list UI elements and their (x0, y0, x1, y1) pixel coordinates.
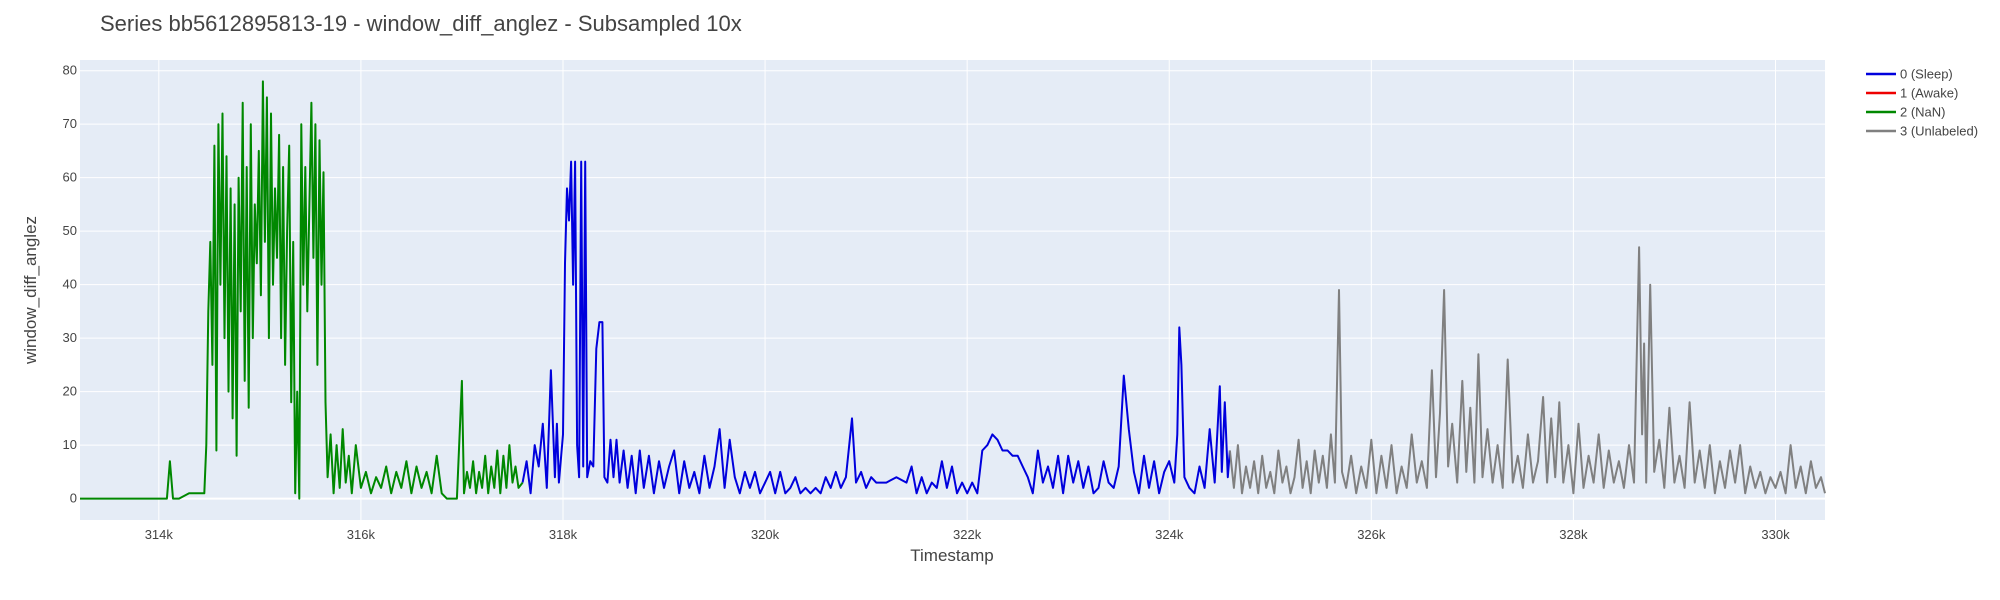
series-layer (80, 80, 1826, 500)
x-tick-label: 320k (751, 527, 780, 542)
y-tick-label: 20 (63, 384, 77, 399)
x-tick-label: 316k (347, 527, 376, 542)
x-tick-label: 318k (549, 527, 578, 542)
x-tick-label: 324k (1155, 527, 1184, 542)
x-axis-title: Timestamp (910, 546, 993, 565)
y-tick-label: 30 (63, 330, 77, 345)
x-axis: 314k 316k 318k 320k 322k 324k 326k 328k 330k (145, 527, 1790, 542)
y-tick-label: 0 (70, 491, 77, 506)
x-tick-label: 322k (953, 527, 982, 542)
plot-area (80, 60, 1825, 520)
series-line-3-unlabeled (1228, 246, 1826, 495)
legend[interactable]: 0 (Sleep) 1 (Awake) 2 (NaN) 3 (Unlabeled) (1866, 67, 1978, 139)
y-axis: 0 10 20 30 40 50 60 70 80 (63, 63, 77, 506)
y-tick-label: 50 (63, 223, 77, 238)
y-tick-label: 60 (63, 170, 77, 185)
y-tick-label: 40 (63, 277, 77, 292)
y-tick-label: 80 (63, 63, 77, 78)
y-axis-title: window_diff_anglez (21, 216, 40, 365)
legend-item[interactable]: 3 (Unlabeled) (1866, 124, 1978, 139)
x-tick-label: 326k (1357, 527, 1386, 542)
series-line-0-sleep (521, 160, 1231, 495)
x-tick-label: 328k (1559, 527, 1588, 542)
x-tick-label: 330k (1761, 527, 1790, 542)
grid-lines (80, 60, 1825, 520)
x-tick-label: 314k (145, 527, 174, 542)
series-line-2-nan (80, 80, 524, 500)
chart-title: Series bb5612895813-19 - window_diff_ang… (100, 11, 742, 36)
legend-label: 2 (NaN) (1900, 105, 1946, 120)
y-tick-label: 10 (63, 437, 77, 452)
legend-item[interactable]: 0 (Sleep) (1866, 67, 1953, 82)
legend-label: 0 (Sleep) (1900, 67, 1953, 82)
legend-item[interactable]: 2 (NaN) (1866, 105, 1946, 120)
legend-item[interactable]: 1 (Awake) (1866, 86, 1958, 101)
legend-label: 1 (Awake) (1900, 86, 1958, 101)
legend-label: 3 (Unlabeled) (1900, 124, 1978, 139)
y-tick-label: 70 (63, 116, 77, 131)
